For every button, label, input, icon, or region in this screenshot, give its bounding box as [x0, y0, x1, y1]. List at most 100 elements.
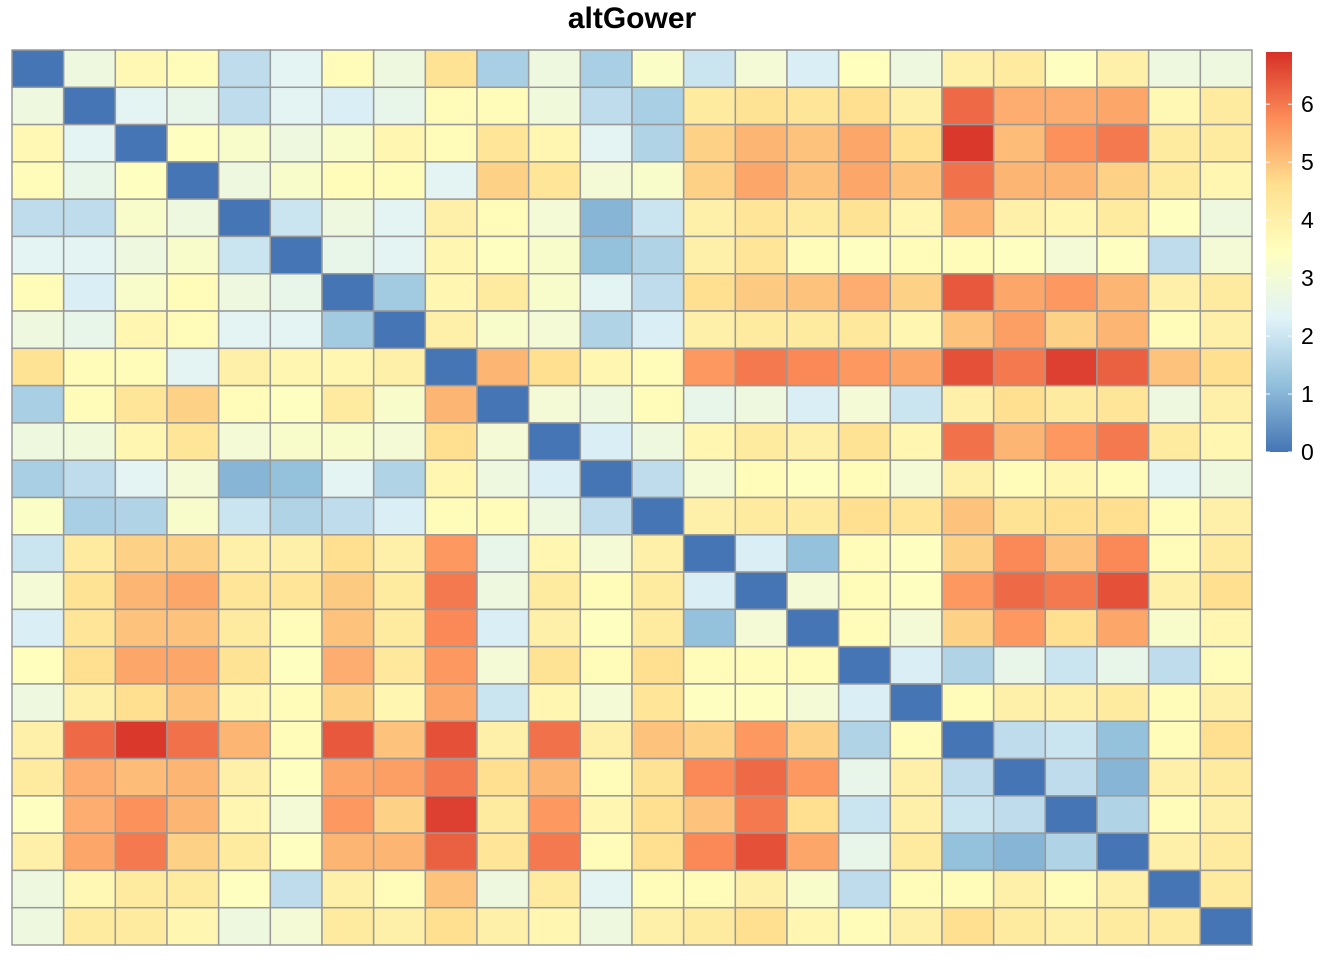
heatmap-cell-r18-c22: [1096, 683, 1150, 722]
colorbar-tick-label: 1: [1301, 381, 1314, 407]
heatmap-cell-r2-c10: [476, 86, 530, 126]
heatmap-cell-r1-c1: [11, 49, 65, 89]
heatmap-cell-r22-c4: [166, 832, 220, 872]
heatmap-cell-r5-c13: [631, 198, 685, 238]
heatmap-cell-r22-c23: [1147, 832, 1202, 872]
heatmap-cell-r17-c17: [837, 645, 892, 685]
heatmap-cell-r21-c7: [321, 795, 375, 834]
heatmap-cell-r21-c24: [1199, 795, 1253, 834]
heatmap-cell-r9-c17: [837, 347, 892, 387]
heatmap-cell-r13-c23: [1147, 496, 1202, 536]
heatmap-cell-r19-c5: [217, 720, 272, 760]
heatmap-cell-r2-c6: [269, 86, 323, 126]
heatmap-cell-r24-c8: [372, 906, 427, 946]
heatmap-cell-r5-c15: [734, 198, 788, 238]
heatmap-cell-r18-c8: [372, 683, 427, 722]
heatmap-cell-r11-c21: [1044, 422, 1098, 461]
heatmap-cell-r12-c16: [786, 459, 840, 499]
heatmap-cell-r15-c23: [1147, 571, 1202, 611]
heatmap-cell-r14-c10: [476, 534, 530, 573]
colorbar-tick-label: 6: [1301, 91, 1314, 117]
heatmap-cell-r17-c4: [166, 645, 220, 685]
heatmap-cell-r23-c20: [992, 869, 1047, 909]
heatmap-cell-r15-c12: [579, 571, 633, 611]
heatmap-cell-r4-c12: [579, 161, 633, 200]
heatmap-cell-r13-c4: [166, 496, 220, 536]
heatmap-cell-r10-c14: [682, 384, 737, 424]
heatmap-cell-r1-c7: [321, 49, 375, 89]
heatmap-cell-r3-c10: [476, 123, 530, 163]
heatmap-cell-r17-c5: [217, 645, 272, 685]
heatmap-cell-r24-c4: [166, 906, 220, 946]
heatmap-cell-r22-c20: [992, 832, 1047, 872]
heatmap-cell-r20-c11: [527, 757, 582, 797]
heatmap-cell-r12-c19: [941, 459, 995, 499]
heatmap-cell-r8-c19: [941, 310, 995, 350]
heatmap-cell-r14-c3: [114, 534, 168, 573]
heatmap-cell-r21-c16: [786, 795, 840, 834]
heatmap-cell-r18-c24: [1199, 683, 1253, 722]
heatmap-cell-r21-c14: [682, 795, 737, 834]
heatmap-cell-r5-c18: [889, 198, 943, 238]
heatmap-cell-r15-c20: [992, 571, 1047, 611]
heatmap-cell-r7-c5: [217, 273, 272, 312]
heatmap-cell-r8-c21: [1044, 310, 1098, 350]
heatmap-cell-r3-c5: [217, 123, 272, 163]
heatmap-cell-r8-c23: [1147, 310, 1202, 350]
heatmap-cell-r4-c20: [992, 161, 1047, 200]
heatmap-cell-r20-c1: [11, 757, 65, 797]
heatmap-cell-r6-c22: [1096, 235, 1150, 275]
heatmap-cell-r6-c10: [476, 235, 530, 275]
heatmap-cell-r4-c1: [11, 161, 65, 200]
heatmap-cell-r21-c21: [1044, 795, 1098, 834]
heatmap-cell-r14-c1: [11, 534, 65, 573]
heatmap-cell-r13-c18: [889, 496, 943, 536]
heatmap-cell-r21-c10: [476, 795, 530, 834]
heatmap-cell-r22-c1: [11, 832, 65, 872]
heatmap-cell-r2-c14: [682, 86, 737, 126]
heatmap-cell-r4-c19: [941, 161, 995, 200]
heatmap-cell-r17-c18: [889, 645, 943, 685]
heatmap-cell-r4-c10: [476, 161, 530, 200]
heatmap-cell-r14-c24: [1199, 534, 1253, 573]
heatmap-cell-r19-c2: [62, 720, 117, 760]
heatmap-cell-r7-c17: [837, 273, 892, 312]
heatmap-cell-r10-c12: [579, 384, 633, 424]
heatmap-cell-r5-c20: [992, 198, 1047, 238]
heatmap-cell-r9-c21: [1044, 347, 1098, 387]
heatmap-cell-r18-c23: [1147, 683, 1202, 722]
heatmap-cell-r16-c1: [11, 608, 65, 648]
heatmap-cell-r16-c6: [269, 608, 323, 648]
heatmap-cell-r8-c10: [476, 310, 530, 350]
heatmap-cell-r22-c24: [1199, 832, 1253, 872]
heatmap-cell-r23-c23: [1147, 869, 1202, 909]
heatmap-cell-r24-c5: [217, 906, 272, 946]
heatmap-cell-r11-c3: [114, 422, 168, 461]
heatmap-cell-r2-c12: [579, 86, 633, 126]
heatmap-cell-r22-c21: [1044, 832, 1098, 872]
heatmap-cell-r20-c9: [424, 757, 478, 797]
heatmap-cell-r2-c16: [786, 86, 840, 126]
heatmap-cell-r7-c15: [734, 273, 788, 312]
heatmap-cell-r13-c2: [62, 496, 117, 536]
heatmap-cell-r10-c19: [941, 384, 995, 424]
heatmap-cell-r19-c18: [889, 720, 943, 760]
heatmap-cell-r1-c12: [579, 49, 633, 89]
heatmap-cell-r5-c10: [476, 198, 530, 238]
heatmap-cell-r24-c17: [837, 906, 892, 946]
heatmap-cell-r10-c2: [62, 384, 117, 424]
heatmap-cell-r5-c24: [1199, 198, 1253, 238]
heatmap-cell-r9-c13: [631, 347, 685, 387]
heatmap-cell-r8-c22: [1096, 310, 1150, 350]
heatmap-cell-r12-c21: [1044, 459, 1098, 499]
heatmap-cell-r2-c4: [166, 86, 220, 126]
heatmap-cell-r16-c2: [62, 608, 117, 648]
heatmap-cell-r13-c1: [11, 496, 65, 536]
heatmap-cell-r16-c3: [114, 608, 168, 648]
heatmap-cell-r20-c14: [682, 757, 737, 797]
heatmap-cell-r14-c13: [631, 534, 685, 573]
heatmap-cell-r6-c21: [1044, 235, 1098, 275]
heatmap-cell-r18-c16: [786, 683, 840, 722]
heatmap-cell-r15-c14: [682, 571, 737, 611]
heatmap-cell-r21-c9: [424, 795, 478, 834]
